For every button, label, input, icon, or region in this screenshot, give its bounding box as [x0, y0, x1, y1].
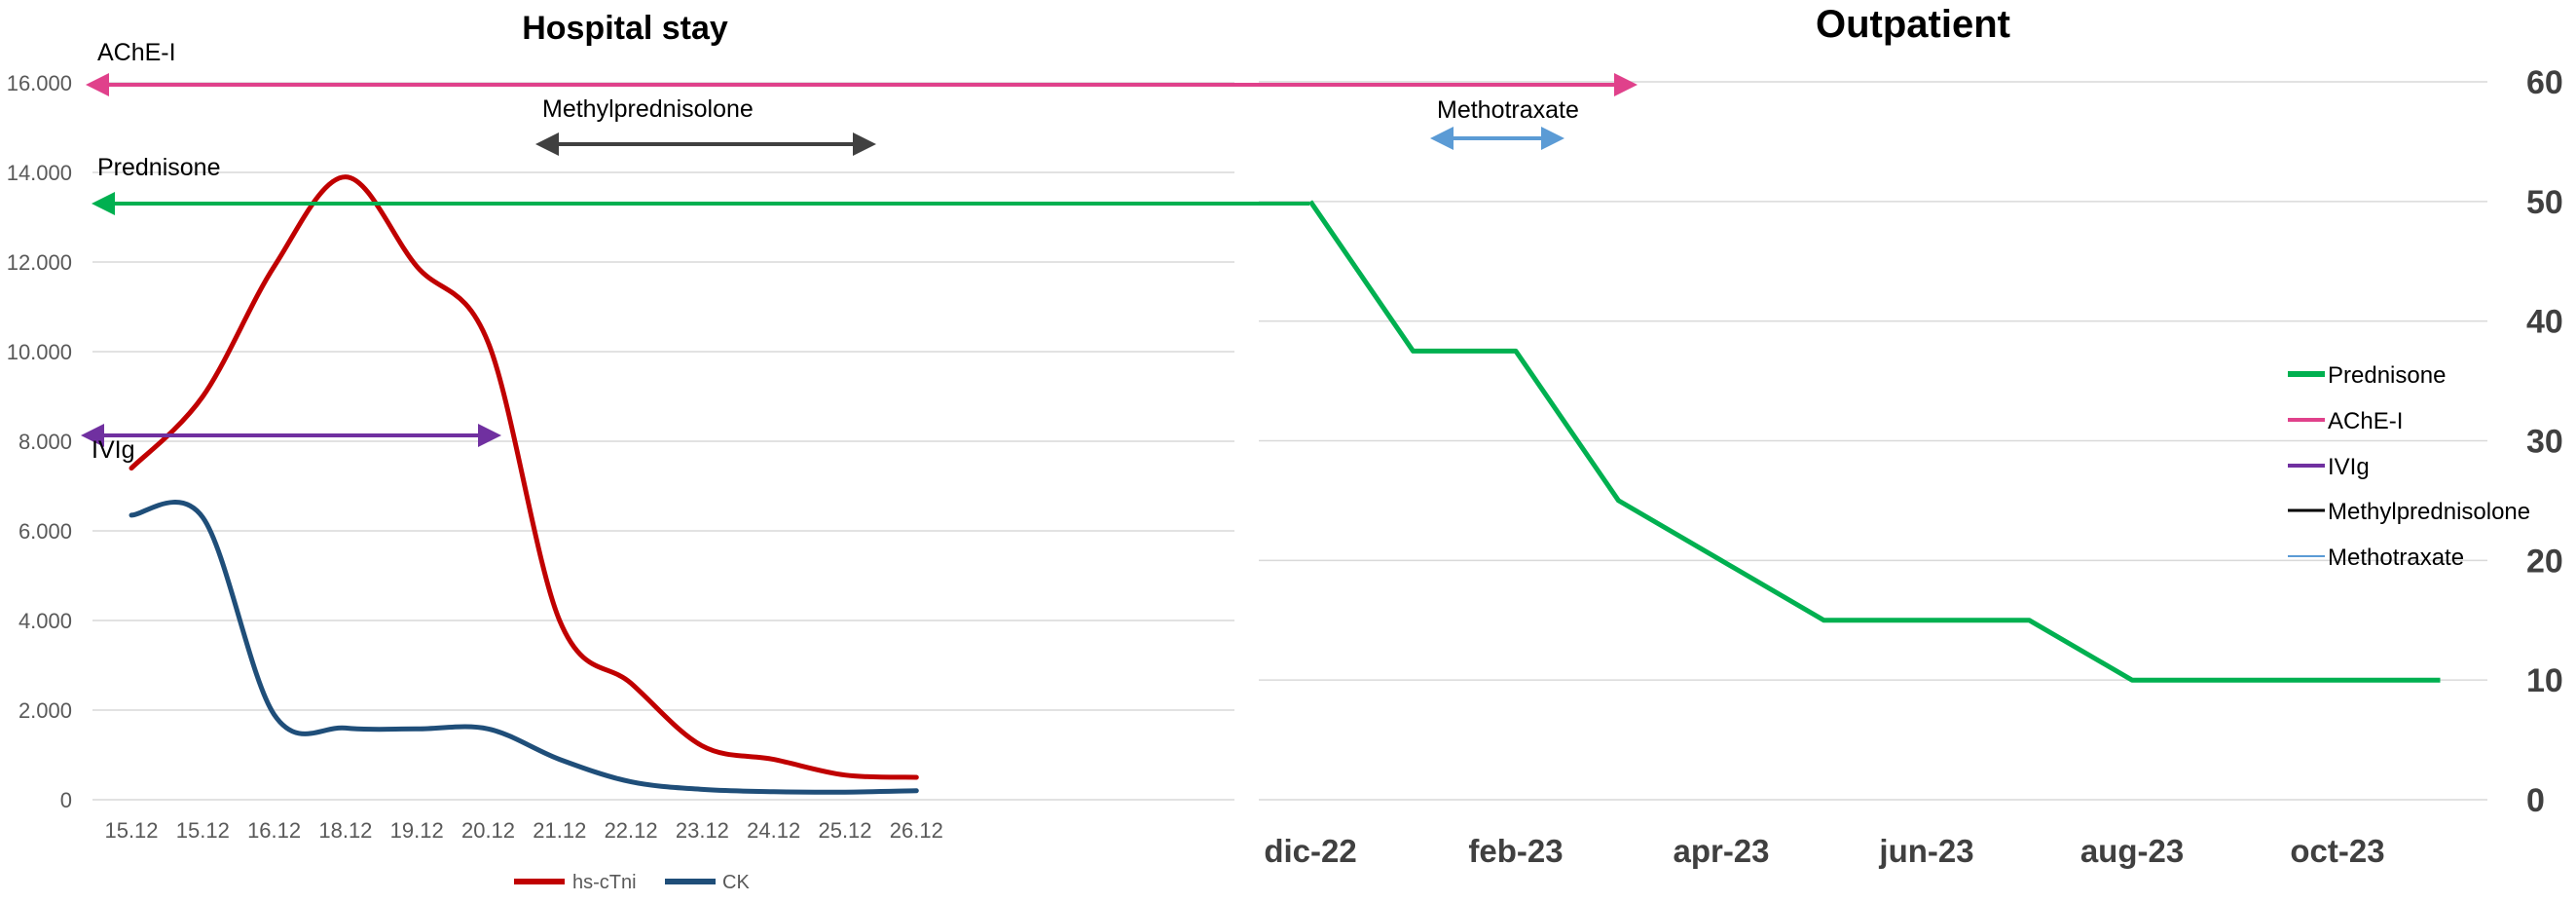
right-y-tick-label: 40 [2526, 304, 2563, 341]
right-y-tick-labels: 0 10 20 30 40 50 60 [2526, 64, 2563, 819]
left-y-tick-label: 10.000 [7, 340, 72, 364]
left-x-tick-label: 25.12 [818, 818, 871, 843]
right-x-tick-label: aug-23 [2080, 833, 2184, 869]
right-y-tick-label: 50 [2526, 184, 2563, 221]
prednisone-label: Prednisone [97, 154, 220, 181]
left-y-tick-label: 12.000 [7, 250, 72, 275]
left-x-tick-label: 26.12 [890, 818, 943, 843]
right-y-tick-label: 10 [2526, 662, 2563, 699]
legend-label-hs-ctni: hs-cTni [572, 872, 637, 893]
right-x-tick-label: apr-23 [1673, 833, 1769, 869]
left-y-tick-label: 4.000 [18, 609, 72, 633]
right-x-tick-label: jun-23 [1878, 833, 1973, 869]
left-x-tick-label: 15.12 [104, 818, 158, 843]
right-legend: Prednisone AChE-I IVIg Methylprednisolon… [2288, 362, 2530, 571]
outpatient-title: Outpatient [1816, 3, 2010, 46]
outpatient-chart: Outpatient 0 10 20 30 40 50 60 dic-22 feb-23 apr… [1259, 3, 2563, 869]
left-y-tick-labels: 0 2.000 4.000 6.000 8.000 10.000 12.000 14.000 1… [7, 71, 72, 812]
left-y-tick-label: 16.000 [7, 71, 72, 95]
left-y-tick-label: 6.000 [18, 519, 72, 544]
ivig-label: IVIg [92, 436, 134, 464]
legend-label-methotraxate: Methotraxate [2328, 545, 2464, 571]
legend-label-ache-i: AChE-I [2328, 408, 2403, 434]
left-x-tick-label: 22.12 [605, 818, 658, 843]
right-x-tick-label: feb-23 [1468, 833, 1563, 869]
left-x-tick-label: 21.12 [533, 818, 586, 843]
series-line-prednisone [1307, 200, 2441, 683]
legend-label-methylprednisolone: Methylprednisolone [2328, 499, 2530, 525]
methylprednisolone-label: Methylprednisolone [542, 95, 754, 123]
right-gridlines [1259, 81, 2487, 801]
legend-label-ivig: IVIg [2328, 454, 2370, 480]
left-y-tick-label: 8.000 [18, 430, 72, 454]
left-x-tick-label: 16.12 [247, 818, 301, 843]
treatment-arrows: AChE-I Methylprednisolone Methotraxate P… [81, 39, 1638, 464]
series-line-ck [129, 500, 919, 795]
left-legend: hs-cTni CK [514, 872, 750, 893]
left-x-tick-label: 24.12 [747, 818, 800, 843]
right-y-tick-label: 60 [2526, 64, 2563, 101]
left-x-tick-label: 20.12 [461, 818, 515, 843]
legend-label-ck: CK [722, 872, 750, 893]
right-y-tick-label: 20 [2526, 543, 2563, 580]
right-y-tick-label: 0 [2526, 782, 2545, 819]
methotraxate-label: Methotraxate [1437, 96, 1579, 124]
ache-i-label: AChE-I [97, 39, 176, 66]
left-y-tick-label: 2.000 [18, 698, 72, 723]
right-x-tick-label: dic-22 [1264, 833, 1356, 869]
legend-label-prednisone: Prednisone [2328, 362, 2446, 389]
left-x-tick-label: 15.12 [176, 818, 230, 843]
right-x-tick-labels: dic-22 feb-23 apr-23 jun-23 aug-23 oct-23 [1264, 833, 2384, 869]
left-y-tick-label: 14.000 [7, 161, 72, 185]
right-y-tick-label: 30 [2526, 424, 2563, 461]
left-x-tick-labels: 15.12 15.12 16.12 18.12 19.12 20.12 21.12 22.12… [104, 818, 942, 843]
left-x-tick-label: 18.12 [318, 818, 372, 843]
right-x-tick-label: oct-23 [2290, 833, 2384, 869]
hospital-stay-title: Hospital stay [522, 10, 728, 47]
left-x-tick-label: 23.12 [676, 818, 729, 843]
left-y-tick-label: 0 [60, 788, 72, 812]
series-line-hs-ctni [129, 174, 919, 780]
left-x-tick-label: 19.12 [390, 818, 444, 843]
